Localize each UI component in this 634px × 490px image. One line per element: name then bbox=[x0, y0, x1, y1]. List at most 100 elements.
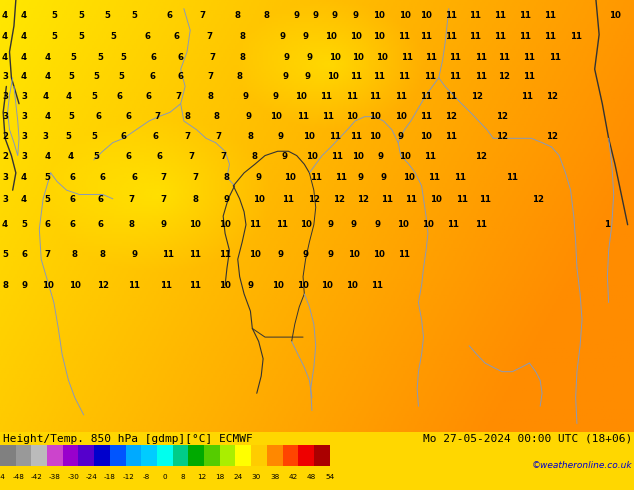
Text: 6: 6 bbox=[167, 11, 173, 20]
Text: 9: 9 bbox=[282, 73, 288, 81]
Text: 5: 5 bbox=[68, 112, 74, 121]
Text: 9: 9 bbox=[357, 172, 363, 182]
Text: 7: 7 bbox=[176, 92, 182, 101]
Text: 6: 6 bbox=[152, 132, 158, 141]
Text: 11: 11 bbox=[475, 220, 486, 229]
Text: 7: 7 bbox=[160, 195, 167, 204]
Text: 6: 6 bbox=[97, 220, 103, 229]
Text: 4: 4 bbox=[2, 11, 8, 20]
Text: 6: 6 bbox=[150, 52, 157, 62]
Bar bbox=[235, 445, 251, 466]
Text: 11: 11 bbox=[399, 249, 410, 259]
Bar bbox=[172, 445, 188, 466]
Text: 6: 6 bbox=[125, 112, 131, 121]
Text: 9: 9 bbox=[160, 220, 167, 229]
Bar bbox=[314, 445, 330, 466]
Text: 3: 3 bbox=[2, 73, 8, 81]
Text: 10: 10 bbox=[373, 11, 385, 20]
Bar bbox=[63, 445, 79, 466]
Text: 10: 10 bbox=[373, 249, 385, 259]
Text: 8: 8 bbox=[214, 112, 220, 121]
Text: -54: -54 bbox=[0, 474, 6, 480]
Text: 9: 9 bbox=[302, 32, 309, 41]
Text: 9: 9 bbox=[398, 132, 404, 141]
Text: 12: 12 bbox=[471, 92, 482, 101]
Text: 9: 9 bbox=[302, 249, 309, 259]
Text: 5: 5 bbox=[93, 152, 100, 161]
Text: 6: 6 bbox=[116, 92, 122, 101]
Bar bbox=[283, 445, 298, 466]
Text: 7: 7 bbox=[129, 195, 135, 204]
Text: 12: 12 bbox=[496, 112, 508, 121]
Text: 10: 10 bbox=[219, 220, 231, 229]
Text: -42: -42 bbox=[30, 474, 42, 480]
Text: 7: 7 bbox=[160, 172, 167, 182]
Bar bbox=[110, 445, 126, 466]
Text: 10: 10 bbox=[42, 281, 53, 290]
Text: 7: 7 bbox=[192, 172, 198, 182]
Text: 2: 2 bbox=[2, 132, 8, 141]
Text: 9: 9 bbox=[247, 281, 254, 290]
Text: -8: -8 bbox=[143, 474, 150, 480]
Text: 11: 11 bbox=[545, 11, 556, 20]
Text: 11: 11 bbox=[570, 32, 581, 41]
Text: 9: 9 bbox=[283, 52, 290, 62]
Text: 11: 11 bbox=[425, 52, 437, 62]
Text: 8: 8 bbox=[239, 52, 245, 62]
Text: 11: 11 bbox=[219, 249, 231, 259]
Text: 7: 7 bbox=[216, 132, 222, 141]
Text: 7: 7 bbox=[206, 32, 212, 41]
Text: 10: 10 bbox=[329, 52, 340, 62]
Text: 9: 9 bbox=[245, 112, 252, 121]
Text: 11: 11 bbox=[405, 195, 417, 204]
Text: -38: -38 bbox=[49, 474, 61, 480]
Text: 6: 6 bbox=[100, 172, 106, 182]
Text: 6: 6 bbox=[144, 32, 150, 41]
Text: -12: -12 bbox=[122, 474, 134, 480]
Text: 8: 8 bbox=[239, 32, 245, 41]
Text: 9: 9 bbox=[313, 11, 319, 20]
Text: 6: 6 bbox=[120, 132, 127, 141]
Bar bbox=[94, 445, 110, 466]
Text: 11: 11 bbox=[446, 11, 457, 20]
Text: 5: 5 bbox=[91, 92, 97, 101]
Text: -18: -18 bbox=[104, 474, 116, 480]
Text: 6: 6 bbox=[70, 195, 76, 204]
Text: 11: 11 bbox=[370, 92, 381, 101]
Text: 10: 10 bbox=[285, 172, 296, 182]
Text: 6: 6 bbox=[70, 172, 76, 182]
Text: 8: 8 bbox=[129, 220, 135, 229]
Text: 10: 10 bbox=[370, 132, 381, 141]
Text: 5: 5 bbox=[105, 11, 111, 20]
Text: 38: 38 bbox=[270, 474, 280, 480]
Text: 10: 10 bbox=[249, 249, 261, 259]
Text: Mo 27-05-2024 00:00 UTC (18+06): Mo 27-05-2024 00:00 UTC (18+06) bbox=[424, 434, 633, 444]
Text: 11: 11 bbox=[372, 281, 383, 290]
Text: 6: 6 bbox=[131, 172, 138, 182]
Text: 11: 11 bbox=[519, 11, 531, 20]
Text: 11: 11 bbox=[424, 73, 436, 81]
Text: 10: 10 bbox=[219, 281, 231, 290]
Text: 4: 4 bbox=[44, 52, 51, 62]
Text: 11: 11 bbox=[494, 32, 505, 41]
Text: 10: 10 bbox=[295, 92, 307, 101]
Text: 11: 11 bbox=[276, 220, 288, 229]
Text: 4: 4 bbox=[42, 92, 49, 101]
Text: 11: 11 bbox=[456, 195, 467, 204]
Text: 4: 4 bbox=[44, 112, 51, 121]
Text: Height/Temp. 850 hPa [gdmp][°C] ECMWF: Height/Temp. 850 hPa [gdmp][°C] ECMWF bbox=[3, 434, 253, 444]
Text: 10: 10 bbox=[351, 32, 362, 41]
Text: 3: 3 bbox=[2, 195, 8, 204]
Text: 5: 5 bbox=[110, 32, 116, 41]
Text: 12: 12 bbox=[546, 132, 557, 141]
Text: 7: 7 bbox=[220, 152, 226, 161]
Text: 54: 54 bbox=[325, 474, 334, 480]
Text: 6: 6 bbox=[157, 152, 163, 161]
Text: 9: 9 bbox=[243, 92, 249, 101]
Text: 11: 11 bbox=[323, 112, 334, 121]
Text: 5: 5 bbox=[21, 220, 27, 229]
Text: 9: 9 bbox=[281, 152, 287, 161]
Text: 6: 6 bbox=[149, 73, 155, 81]
Text: 11: 11 bbox=[470, 32, 481, 41]
Text: 5: 5 bbox=[44, 172, 51, 182]
